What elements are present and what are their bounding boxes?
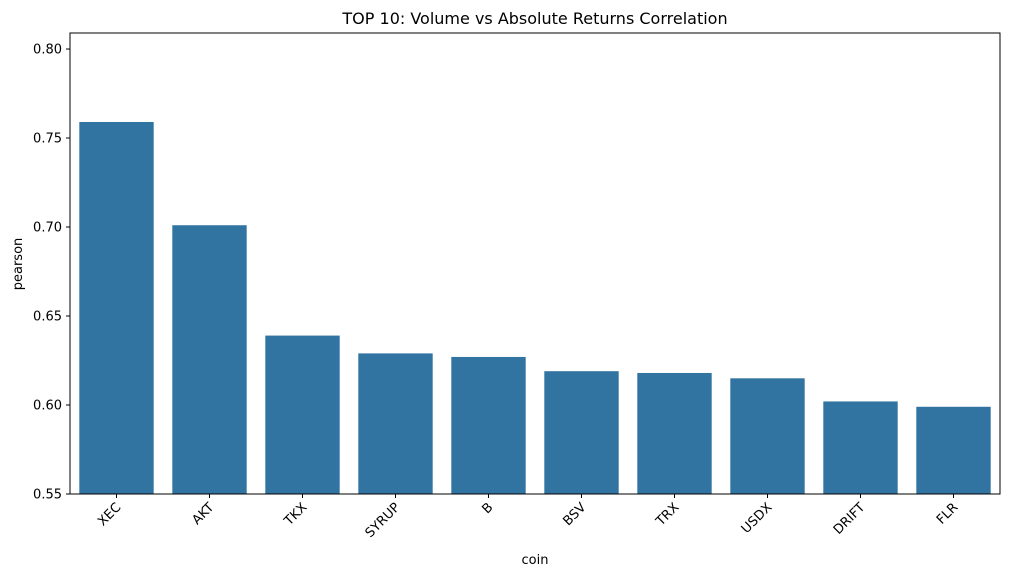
bar-drift <box>823 401 898 494</box>
x-tick-label: SYRUP <box>363 500 404 541</box>
bar-b <box>451 356 526 494</box>
bar-syrup <box>358 353 433 494</box>
x-axis: XEC AKT TKX SYRUP B BSV TRX USDX DRIFT FLR <box>95 494 961 541</box>
bar-flr <box>916 406 991 494</box>
bar-trx <box>637 372 712 494</box>
y-tick-label: 0.60 <box>33 399 62 414</box>
bar-xec <box>79 121 154 494</box>
bar-akt <box>172 225 247 494</box>
plot-frame <box>69 32 1001 495</box>
x-tick-label: USDX <box>739 500 776 537</box>
x-axis-label: coin <box>522 553 549 568</box>
bar-usdx <box>730 378 805 494</box>
bar-tkx <box>265 335 340 494</box>
chart-title: TOP 10: Volume vs Absolute Returns Corre… <box>341 9 727 28</box>
bars-group <box>79 121 991 494</box>
y-tick-label: 0.55 <box>33 488 62 503</box>
x-tick-label: TKX <box>281 500 310 529</box>
y-tick-label: 0.80 <box>33 43 62 58</box>
y-axis: 0.55 0.60 0.65 0.70 0.75 0.80 <box>33 43 70 503</box>
y-tick-label: 0.75 <box>33 132 62 147</box>
x-tick-label: BSV <box>560 500 589 529</box>
x-tick-label: AKT <box>189 500 217 528</box>
x-tick-label: DRIFT <box>831 500 869 538</box>
bar-bsv <box>544 371 619 494</box>
x-tick-label: FLR <box>934 500 961 527</box>
x-tick-label: XEC <box>95 500 124 529</box>
y-tick-label: 0.65 <box>33 310 62 325</box>
x-tick-label: TRX <box>653 500 683 530</box>
y-tick-label: 0.70 <box>33 221 62 236</box>
x-tick-label: B <box>479 500 496 517</box>
y-axis-label: pearson <box>11 238 26 291</box>
